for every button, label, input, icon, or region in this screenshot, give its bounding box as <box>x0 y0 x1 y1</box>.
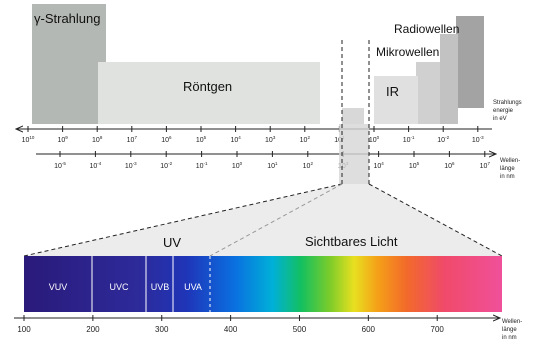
energy-tick-label: 102 <box>300 135 311 144</box>
nm-axis-label: Wellen- länge in nm <box>502 319 524 341</box>
band-uvb: UVB <box>151 282 170 292</box>
wavelength-tick-label: 10-1 <box>196 161 208 170</box>
band-uva: UVA <box>184 282 202 292</box>
visible-label: Sichtbares Licht <box>305 234 398 249</box>
nm-tick-label: 500 <box>293 325 307 334</box>
gamma-label: γ-Strahlung <box>34 11 100 26</box>
spectrum-gradient <box>24 256 502 312</box>
nm-tick-label: 100 <box>17 325 31 334</box>
spectrum-bar: VUV UVC UVB UVA <box>24 256 502 312</box>
xray-block <box>98 62 320 124</box>
radio-block-light <box>440 34 458 124</box>
wavelength-axis: 10-510-410-310-210-110010110210310410510… <box>36 151 522 180</box>
energy-axis: 101010910810710610510410310210110010-110… <box>16 100 523 144</box>
wavelength-tick-label: 10-4 <box>89 161 101 170</box>
energy-tick-label: 103 <box>265 135 276 144</box>
energy-tick-label: 1010 <box>22 135 35 144</box>
funnel-left <box>23 183 343 257</box>
nm-tick-label: 200 <box>86 325 100 334</box>
energy-tick-label: 10-1 <box>403 135 415 144</box>
funnel-right <box>368 183 503 257</box>
band-uvc: UVC <box>109 282 129 292</box>
zoom-funnel <box>24 184 502 256</box>
region-blocks <box>32 4 484 124</box>
wavelength-tick-label: 102 <box>303 161 314 170</box>
micro-label: Mikrowellen <box>376 45 439 59</box>
energy-tick-label: 10-3 <box>472 135 484 144</box>
wavelength-tick-label: 100 <box>232 161 243 170</box>
radio-label: Radiowellen <box>394 22 459 36</box>
wavelength-tick-label: 106 <box>444 161 455 170</box>
energy-axis-label: Strahlungs energie in eV <box>493 100 523 122</box>
band-vuv: VUV <box>49 282 68 292</box>
wavelength-tick-label: 101 <box>267 161 278 170</box>
uv-label: UV <box>163 235 181 250</box>
wavelength-tick-label: 10-5 <box>54 161 66 170</box>
nm-tick-labels: 100 200 300 400 500 600 700 <box>17 315 444 334</box>
nm-tick-label: 400 <box>224 325 238 334</box>
micro-block <box>416 62 440 124</box>
zoom-window <box>339 124 369 184</box>
energy-tick-label: 10-2 <box>437 135 449 144</box>
wavelength-tick-label: 10-3 <box>125 161 137 170</box>
nm-tick-label: 300 <box>155 325 169 334</box>
wavelength-tick-label: 10-2 <box>160 161 172 170</box>
energy-tick-label: 104 <box>230 135 241 144</box>
wavelength-tick-label: 105 <box>409 161 420 170</box>
nm-tick-label: 600 <box>362 325 376 334</box>
energy-tick-labels: 101010910810710610510410310210110010-110… <box>22 126 484 144</box>
energy-tick-label: 100 <box>369 135 380 144</box>
energy-tick-label: 109 <box>57 135 68 144</box>
ir-label: IR <box>386 84 399 99</box>
nm-axis: 100 200 300 400 500 600 700 Wellen- länge in n… <box>14 315 524 341</box>
energy-tick-label: 108 <box>92 135 103 144</box>
energy-tick-label: 107 <box>127 135 138 144</box>
visible-window <box>342 108 364 124</box>
wavelength-tick-label: 104 <box>373 161 384 170</box>
nm-tick-label: 700 <box>431 325 445 334</box>
ir-block <box>374 76 418 124</box>
wavelength-axis-label: Wellen- länge in nm <box>500 158 522 180</box>
gamma-block <box>32 4 106 124</box>
wavelength-tick-label: 107 <box>480 161 491 170</box>
radio-block <box>456 16 484 108</box>
energy-tick-label: 106 <box>161 135 172 144</box>
xray-label: Röntgen <box>183 79 232 94</box>
energy-tick-label: 105 <box>196 135 207 144</box>
